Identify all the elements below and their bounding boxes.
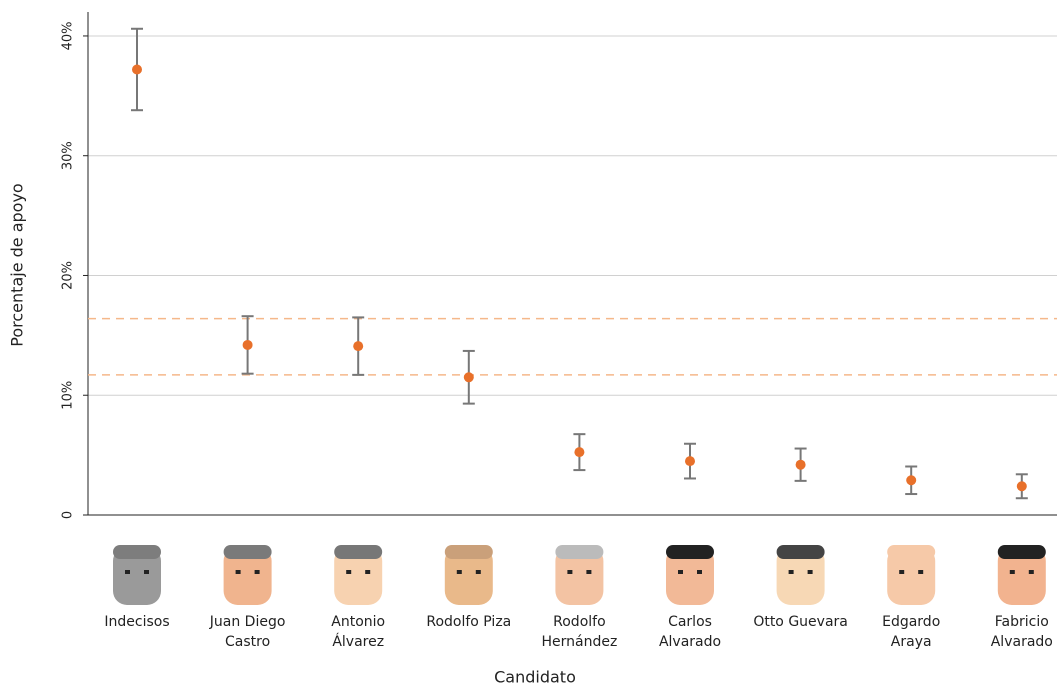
eye: [1029, 570, 1034, 574]
y-tick-label: 40%: [61, 21, 76, 50]
y-tick-label: 0: [61, 511, 76, 519]
eye: [125, 570, 130, 574]
point: [464, 372, 474, 382]
x-tick-label: Carlos Alvarado: [642, 612, 738, 652]
x-tick-label: Rodolfo Piza: [421, 612, 517, 632]
eye: [346, 570, 351, 574]
point: [132, 64, 142, 74]
point: [353, 341, 363, 351]
x-tick-label: Edgardo Araya: [863, 612, 959, 652]
eye: [476, 570, 481, 574]
point: [685, 456, 695, 466]
x-tick-label: Otto Guevara: [753, 612, 849, 632]
eye: [567, 570, 572, 574]
x-axis-label: Candidato: [494, 668, 576, 687]
eye: [365, 570, 370, 574]
y-tick-label: 30%: [61, 141, 76, 170]
eye: [899, 570, 904, 574]
chart: Candidato Porcentaje de apoyo 0 10% 20% 30%…: [0, 0, 1057, 690]
hair: [445, 545, 493, 559]
eye: [697, 570, 702, 574]
eye: [144, 570, 149, 574]
point: [574, 447, 584, 457]
eye: [789, 570, 794, 574]
x-tick-label: Antonio Álvarez: [310, 612, 406, 652]
hair: [555, 545, 603, 559]
eye: [586, 570, 591, 574]
eye: [236, 570, 241, 574]
eye: [918, 570, 923, 574]
y-tick-label: 10%: [61, 381, 76, 410]
chart-svg: Candidato Porcentaje de apoyo 0 10% 20% 30%…: [0, 0, 1057, 690]
hair: [666, 545, 714, 559]
hair: [334, 545, 382, 559]
eye: [678, 570, 683, 574]
y-tick-label: 20%: [61, 261, 76, 290]
eye: [457, 570, 462, 574]
eye: [1010, 570, 1015, 574]
x-tick-label: Rodolfo Hernández: [531, 612, 627, 652]
hair: [777, 545, 825, 559]
x-tick-label: Juan Diego Castro: [200, 612, 296, 652]
y-axis-label: Porcentaje de apoyo: [8, 183, 27, 346]
hair: [224, 545, 272, 559]
point: [906, 475, 916, 485]
x-tick-label: Fabricio Alvarado: [974, 612, 1057, 652]
point: [243, 340, 253, 350]
hair: [887, 545, 935, 559]
eye: [808, 570, 813, 574]
x-tick-label: Indecisos: [89, 612, 185, 632]
hair: [998, 545, 1046, 559]
point: [1017, 481, 1027, 491]
eye: [255, 570, 260, 574]
hair: [113, 545, 161, 559]
point: [796, 460, 806, 470]
